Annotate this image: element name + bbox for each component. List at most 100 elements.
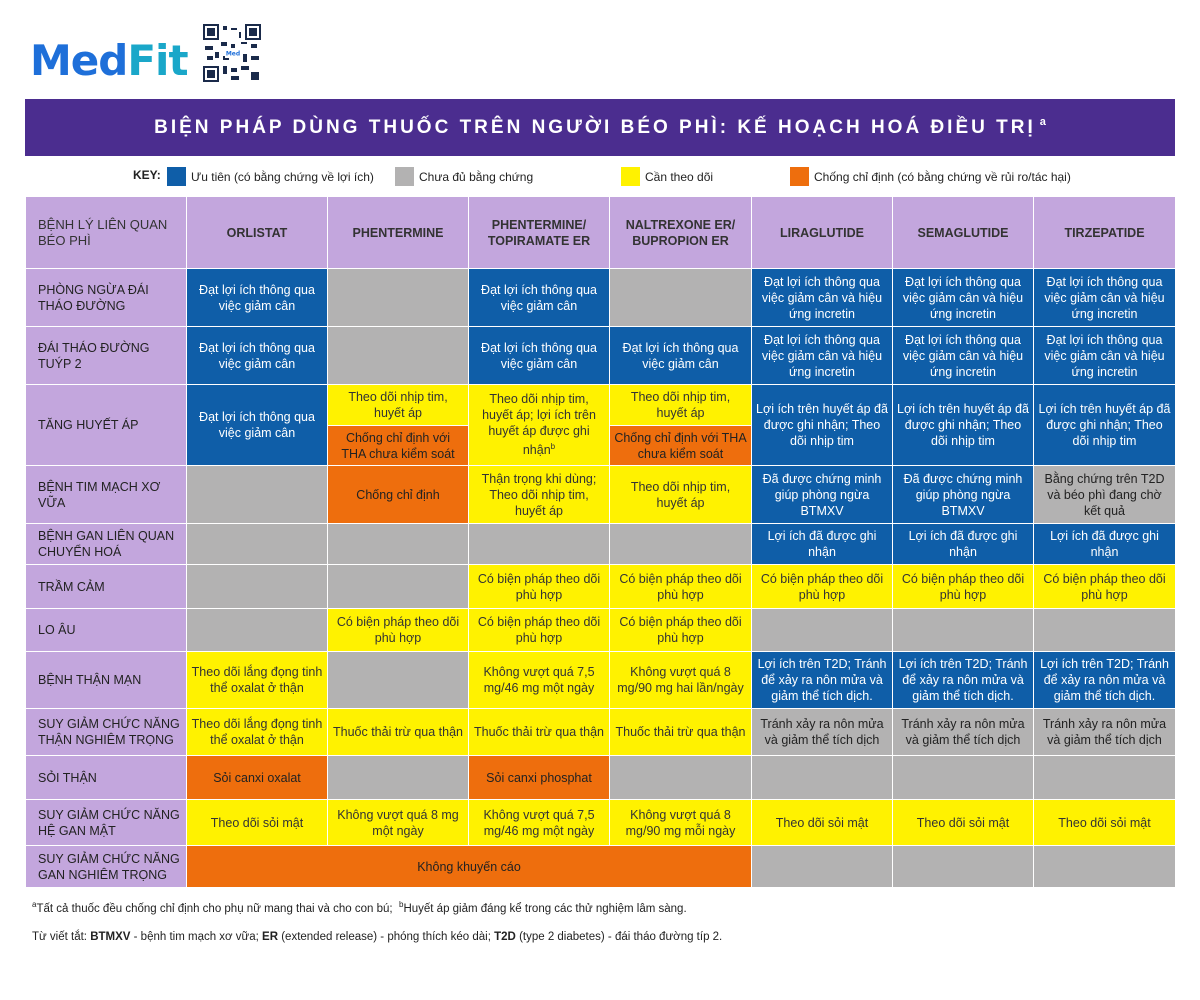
table-cell: Sỏi canxi oxalat xyxy=(186,755,328,800)
table-row: BỆNH GAN LIÊN QUAN CHUYỂN HOÁ Lợi ích đã… xyxy=(25,523,1176,565)
table-cell xyxy=(327,523,469,565)
title-footnote-marker: a xyxy=(1039,115,1046,128)
table-row: Chống chỉ định với THA chưa kiểm soát Ch… xyxy=(26,425,1176,466)
table-cell: Thuốc thải trừ qua thận xyxy=(468,708,610,756)
table-cell: Có biện pháp theo dõi phù hợp xyxy=(609,608,752,652)
table-cell: Lợi ích trên huyết áp đã được ghi nhận; … xyxy=(892,384,1034,466)
cell-text: Theo dõi nhịp tim, huyết áp; lợi ích trê… xyxy=(482,392,596,458)
table-cell: Thận trọng khi dùng; Theo dõi nhịp tim, … xyxy=(468,465,610,524)
page-title: BIỆN PHÁP DÙNG THUỐC TRÊN NGƯỜI BÉO PHÌ:… xyxy=(154,116,1036,138)
table-cell xyxy=(1033,608,1176,652)
abbr-prefix: Từ viết tắt: xyxy=(32,930,87,943)
key-item-insufficient: Chưa đủ bằng chứng xyxy=(395,167,533,186)
footnotes: aTất cả thuốc đều chống chỉ định cho phụ… xyxy=(32,900,1172,959)
col-header-liraglutide: LIRAGLUTIDE xyxy=(751,196,893,269)
table-cell: Chống chỉ định với THA chưa kiểm soát xyxy=(327,425,469,466)
svg-text:Med: Med xyxy=(226,51,240,58)
table-row: PHÒNG NGỪA ĐÁI THÁO ĐƯỜNG Đạt lợi ích th… xyxy=(25,268,1176,327)
table-cell: Đạt lợi ích thông qua việc giảm cân và h… xyxy=(892,268,1034,327)
table-cell: Theo dõi sỏi mật xyxy=(751,799,893,846)
row-header: SUY GIẢM CHỨC NĂNG HỆ GAN MẬT xyxy=(25,799,187,846)
col-header-phentermine-topiramate: PHENTERMINE/ TOPIRAMATE ER xyxy=(468,196,610,269)
key-item-monitor: Cần theo dõi xyxy=(621,167,713,186)
table-cell: Không vượt quá 8 mg một ngày xyxy=(327,799,469,846)
abbr-definition: (type 2 diabetes) - đái tháo đường típ 2… xyxy=(519,930,723,943)
table-row: BỆNH TIM MẠCH XƠ VỮA Chống chỉ định Thận… xyxy=(25,465,1176,524)
row-header: PHÒNG NGỪA ĐÁI THÁO ĐƯỜNG xyxy=(25,268,187,327)
table-cell: Đã được chứng minh giúp phòng ngừa BTMXV xyxy=(751,465,893,524)
table-cell: Có biện pháp theo dõi phù hợp xyxy=(609,564,752,609)
row-header: BỆNH TIM MẠCH XƠ VỮA xyxy=(25,465,187,524)
table-cell xyxy=(327,326,469,385)
table-cell: Đạt lợi ích thông qua việc giảm cân xyxy=(186,268,328,327)
key-swatch-blue xyxy=(167,167,186,186)
row-header: TRẦM CẢM xyxy=(25,564,187,609)
qr-code-icon: Med xyxy=(203,24,261,82)
abbr-definition: (extended release) - phóng thích kéo dài… xyxy=(281,930,491,943)
table-cell: Lợi ích trên T2D; Tránh để xảy ra nôn mử… xyxy=(751,651,893,709)
abbr-term: BTMXV xyxy=(90,930,131,943)
table-row: LO ÂU Có biện pháp theo dõi phù hợp Có b… xyxy=(25,608,1176,652)
col-header-tirzepatide: TIRZEPATIDE xyxy=(1033,196,1176,269)
abbr-definition: - bệnh tim mạch xơ vữa; xyxy=(133,930,259,943)
abbr-term: ER xyxy=(262,930,279,943)
table-row: SUY GIẢM CHỨC NĂNG THẬN NGHIÊM TRỌNG The… xyxy=(25,708,1176,756)
table-cell: Tránh xảy ra nôn mửa và giảm thể tích dị… xyxy=(1033,708,1176,756)
table-cell: Lợi ích trên huyết áp đã được ghi nhận; … xyxy=(1033,384,1176,466)
table-cell: Theo dõi sỏi mật xyxy=(892,799,1034,846)
abbr-term: T2D xyxy=(494,930,516,943)
table-cell: Đạt lợi ích thông qua việc giảm cân xyxy=(468,268,610,327)
table-cell: Đạt lợi ích thông qua việc giảm cân xyxy=(186,326,328,385)
table-cell: Thuốc thải trừ qua thận xyxy=(609,708,752,756)
table-cell: Theo dõi lắng đọng tinh thể oxalat ở thậ… xyxy=(186,651,328,709)
key-legend: KEY: Ưu tiên (có bằng chứng về lợi ích) … xyxy=(25,156,1175,194)
key-item-label: Chống chỉ định (có bằng chứng về rủi ro/… xyxy=(814,169,1071,184)
table-cell: Tránh xảy ra nôn mửa và giảm thể tích dị… xyxy=(892,708,1034,756)
row-header: BỆNH GAN LIÊN QUAN CHUYỂN HOÁ xyxy=(25,523,187,565)
table-cell-merged: Không khuyến cáo xyxy=(186,845,752,888)
table-cell: Không vượt quá 8 mg/90 mg mỗi ngày xyxy=(609,799,752,846)
table-cell xyxy=(751,608,893,652)
table-cell: Đã được chứng minh giúp phòng ngừa BTMXV xyxy=(892,465,1034,524)
key-label: KEY: xyxy=(133,168,161,182)
table-row: BỆNH THẬN MẠN Theo dõi lắng đọng tinh th… xyxy=(25,651,1176,709)
table-cell xyxy=(609,268,752,327)
table-cell xyxy=(186,465,328,524)
table-row: ĐÁI THÁO ĐƯỜNG TUÝP 2 Đạt lợi ích thông … xyxy=(25,326,1176,385)
table-cell: Theo dõi nhịp tim, huyết áp; lợi ích trê… xyxy=(468,384,610,466)
table-cell: Có biện pháp theo dõi phù hợp xyxy=(892,564,1034,609)
table-cell: Lợi ích đã được ghi nhận xyxy=(751,523,893,565)
footnote-b: Huyết áp giảm đáng kể trong các thử nghi… xyxy=(403,902,687,915)
table-cell xyxy=(1033,755,1176,800)
table-cell: Không vượt quá 8 mg/90 mg hai lần/ngày xyxy=(609,651,752,709)
table-cell: Lợi ích đã được ghi nhận xyxy=(1033,523,1176,565)
table-row: SỎI THẬN Sỏi canxi oxalat Sỏi canxi phos… xyxy=(25,755,1176,800)
table-cell: Lợi ích trên T2D; Tránh để xảy ra nôn mử… xyxy=(1033,651,1176,709)
table-cell xyxy=(327,564,469,609)
table-cell xyxy=(751,755,893,800)
table-cell xyxy=(609,523,752,565)
table-cell xyxy=(1033,845,1176,888)
table-cell xyxy=(609,755,752,800)
table-cell: Theo dõi nhịp tim, huyết áp xyxy=(327,384,469,426)
key-item-priority: Ưu tiên (có bằng chứng về lợi ích) xyxy=(167,167,374,186)
logo-fit: Fit xyxy=(127,36,188,85)
footnote-marker-a: a xyxy=(32,900,37,909)
table-cell: Đạt lợi ích thông qua việc giảm cân và h… xyxy=(1033,268,1176,327)
col-header-naltrexone-bupropion: NALTREXONE ER/ BUPROPION ER xyxy=(609,196,752,269)
row-header: TĂNG HUYẾT ÁP xyxy=(25,384,187,466)
table-cell: Lợi ích đã được ghi nhận xyxy=(892,523,1034,565)
table-cell: Theo dõi sỏi mật xyxy=(186,799,328,846)
table-cell xyxy=(751,845,893,888)
table-cell: Theo dõi lắng đọng tinh thể oxalat ở thậ… xyxy=(186,708,328,756)
key-swatch-orange xyxy=(790,167,809,186)
table-row: TĂNG HUYẾT ÁP Đạt lợi ích thông qua việc… xyxy=(25,384,1176,466)
col-header-orlistat: ORLISTAT xyxy=(186,196,328,269)
table-cell: Không vượt quá 7,5 mg/46 mg một ngày xyxy=(468,799,610,846)
key-item-contraindicated: Chống chỉ định (có bằng chứng về rủi ro/… xyxy=(790,167,1071,186)
table-cell: Có biện pháp theo dõi phù hợp xyxy=(468,608,610,652)
footnote-marker-b: b xyxy=(398,900,404,909)
medfit-logo: MedFit xyxy=(30,40,189,82)
row-header: SỎI THẬN xyxy=(25,755,187,800)
col-header-phentermine: PHENTERMINE xyxy=(327,196,469,269)
